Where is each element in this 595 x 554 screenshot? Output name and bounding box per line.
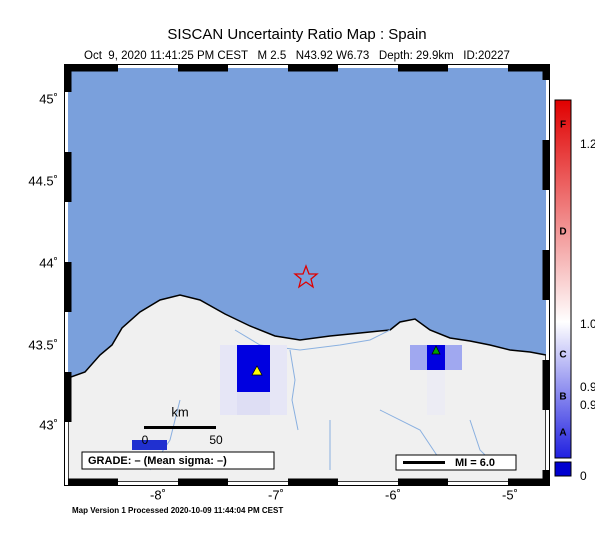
colorbar-value: 1.2: [580, 137, 595, 151]
colorbar-labels: F D C B A 1.2 1.0 0.9 0.9 0: [559, 120, 595, 484]
grade-label: F: [560, 120, 566, 131]
colorbar: [554, 99, 572, 459]
lat-label: 43.5˚: [28, 337, 58, 352]
mi: MI = 6.0: [455, 457, 495, 469]
lon-label: -5˚: [502, 487, 518, 502]
mi-box: [395, 454, 517, 471]
grade: GRADE: – (Mean sigma: –): [88, 455, 227, 467]
grade-label: D: [559, 227, 566, 238]
grid-cell: [132, 440, 167, 450]
subtitle: Oct 9, 2020 11:41:25 PM CEST M 2.5 N43.9…: [84, 50, 510, 62]
grid-cell: [270, 345, 287, 415]
grid-cell: [427, 345, 445, 370]
colorbar-min: [554, 461, 572, 477]
scale-line: [144, 426, 216, 429]
title: SISCAN Uncertainty Ratio Map : Spain: [167, 26, 426, 43]
lon-label: -7˚: [268, 487, 284, 502]
colorbar-value: 1.0: [580, 317, 595, 331]
map: [68, 68, 546, 482]
frame-edge: [64, 64, 550, 486]
grid-cell: [220, 345, 237, 415]
grade-label: A: [559, 428, 566, 439]
lat-label: 43˚: [39, 417, 58, 432]
colorbar-value: 0.9: [580, 380, 595, 394]
rivers: [149, 329, 501, 471]
lon-labels: -8˚ -7˚ -6˚ -5˚: [150, 487, 518, 502]
grade-label: C: [559, 350, 566, 361]
scale-start: 0: [142, 433, 149, 447]
grid-cell: [427, 370, 445, 415]
lon-label: -6˚: [385, 487, 401, 502]
station: [431, 345, 441, 355]
scale-unit: km: [171, 404, 188, 419]
lat-label: 45˚: [39, 91, 58, 106]
grade-label: B: [559, 392, 566, 403]
colorbar-value: 0: [580, 469, 587, 483]
lat-label: 44.5˚: [28, 173, 58, 188]
station: [251, 365, 263, 376]
colorbar-value: 0.9: [580, 398, 595, 412]
lat-labels: 45˚ 44.5˚ 44˚ 43.5˚ 43˚: [28, 91, 58, 432]
mi-line: [403, 461, 445, 464]
epicenter: [293, 264, 319, 289]
lon-label: -8˚: [150, 487, 166, 502]
land: [68, 294, 546, 482]
frame: [64, 64, 550, 486]
grade-box: [81, 451, 275, 470]
lat-label: 44˚: [39, 255, 58, 270]
grid-cell: [237, 345, 270, 392]
scale-bar: km 0 50: [142, 404, 223, 447]
footer: Map Version 1 Processed 2020-10-09 11:44…: [72, 506, 283, 515]
grid-cell: [237, 392, 270, 415]
scale-end: 50: [209, 433, 223, 447]
